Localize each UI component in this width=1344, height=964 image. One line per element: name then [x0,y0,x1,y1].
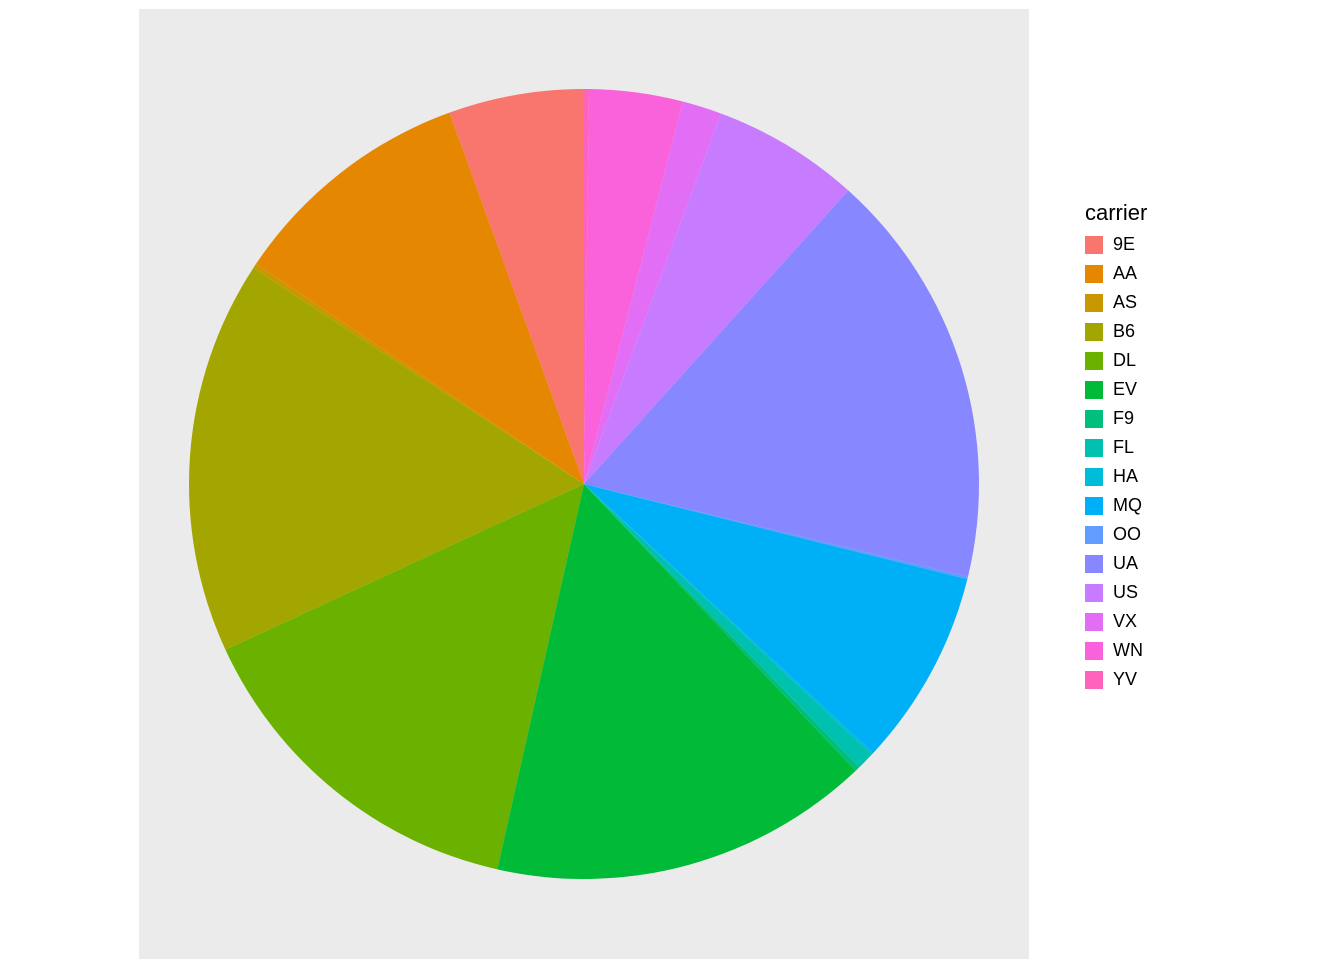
legend-item-YV: YV [1085,669,1147,690]
legend-label-YV: YV [1113,669,1137,690]
legend-label-F9: F9 [1113,408,1134,429]
legend-label-HA: HA [1113,466,1138,487]
legend-label-WN: WN [1113,640,1143,661]
legend-item-FL: FL [1085,437,1147,458]
legend-swatch-DL [1085,352,1103,370]
legend: carrier 9E AA AS B6 DL EV F9 FL HA MQ OO UA US VX WN YV [1085,200,1147,698]
legend-item-B6: B6 [1085,321,1147,342]
legend-swatch-EV [1085,381,1103,399]
legend-title: carrier [1085,200,1147,226]
legend-label-EV: EV [1113,379,1137,400]
legend-swatch-F9 [1085,410,1103,428]
pie-chart [139,9,1029,959]
legend-item-VX: VX [1085,611,1147,632]
legend-swatch-B6 [1085,323,1103,341]
legend-label-UA: UA [1113,553,1138,574]
legend-label-B6: B6 [1113,321,1135,342]
legend-item-AS: AS [1085,292,1147,313]
legend-swatch-YV [1085,671,1103,689]
legend-item-WN: WN [1085,640,1147,661]
legend-swatch-US [1085,584,1103,602]
legend-label-VX: VX [1113,611,1137,632]
legend-swatch-HA [1085,468,1103,486]
legend-label-OO: OO [1113,524,1141,545]
legend-swatch-AS [1085,294,1103,312]
legend-swatch-AA [1085,265,1103,283]
legend-item-OO: OO [1085,524,1147,545]
legend-item-DL: DL [1085,350,1147,371]
legend-label-DL: DL [1113,350,1136,371]
legend-swatch-WN [1085,642,1103,660]
legend-swatch-FL [1085,439,1103,457]
legend-item-UA: UA [1085,553,1147,574]
legend-swatch-UA [1085,555,1103,573]
legend-item-F9: F9 [1085,408,1147,429]
legend-swatch-VX [1085,613,1103,631]
legend-swatch-MQ [1085,497,1103,515]
plot-area [139,9,1029,959]
legend-label-MQ: MQ [1113,495,1142,516]
legend-label-AA: AA [1113,263,1137,284]
legend-item-HA: HA [1085,466,1147,487]
legend-label-9E: 9E [1113,234,1135,255]
legend-items: 9E AA AS B6 DL EV F9 FL HA MQ OO UA US VX WN YV [1085,234,1147,690]
legend-label-FL: FL [1113,437,1134,458]
legend-item-EV: EV [1085,379,1147,400]
legend-swatch-9E [1085,236,1103,254]
legend-label-AS: AS [1113,292,1137,313]
legend-label-US: US [1113,582,1138,603]
legend-item-MQ: MQ [1085,495,1147,516]
legend-item-AA: AA [1085,263,1147,284]
legend-swatch-OO [1085,526,1103,544]
legend-item-9E: 9E [1085,234,1147,255]
legend-item-US: US [1085,582,1147,603]
chart-container: carrier 9E AA AS B6 DL EV F9 FL HA MQ OO UA US VX WN YV [0,0,1344,960]
